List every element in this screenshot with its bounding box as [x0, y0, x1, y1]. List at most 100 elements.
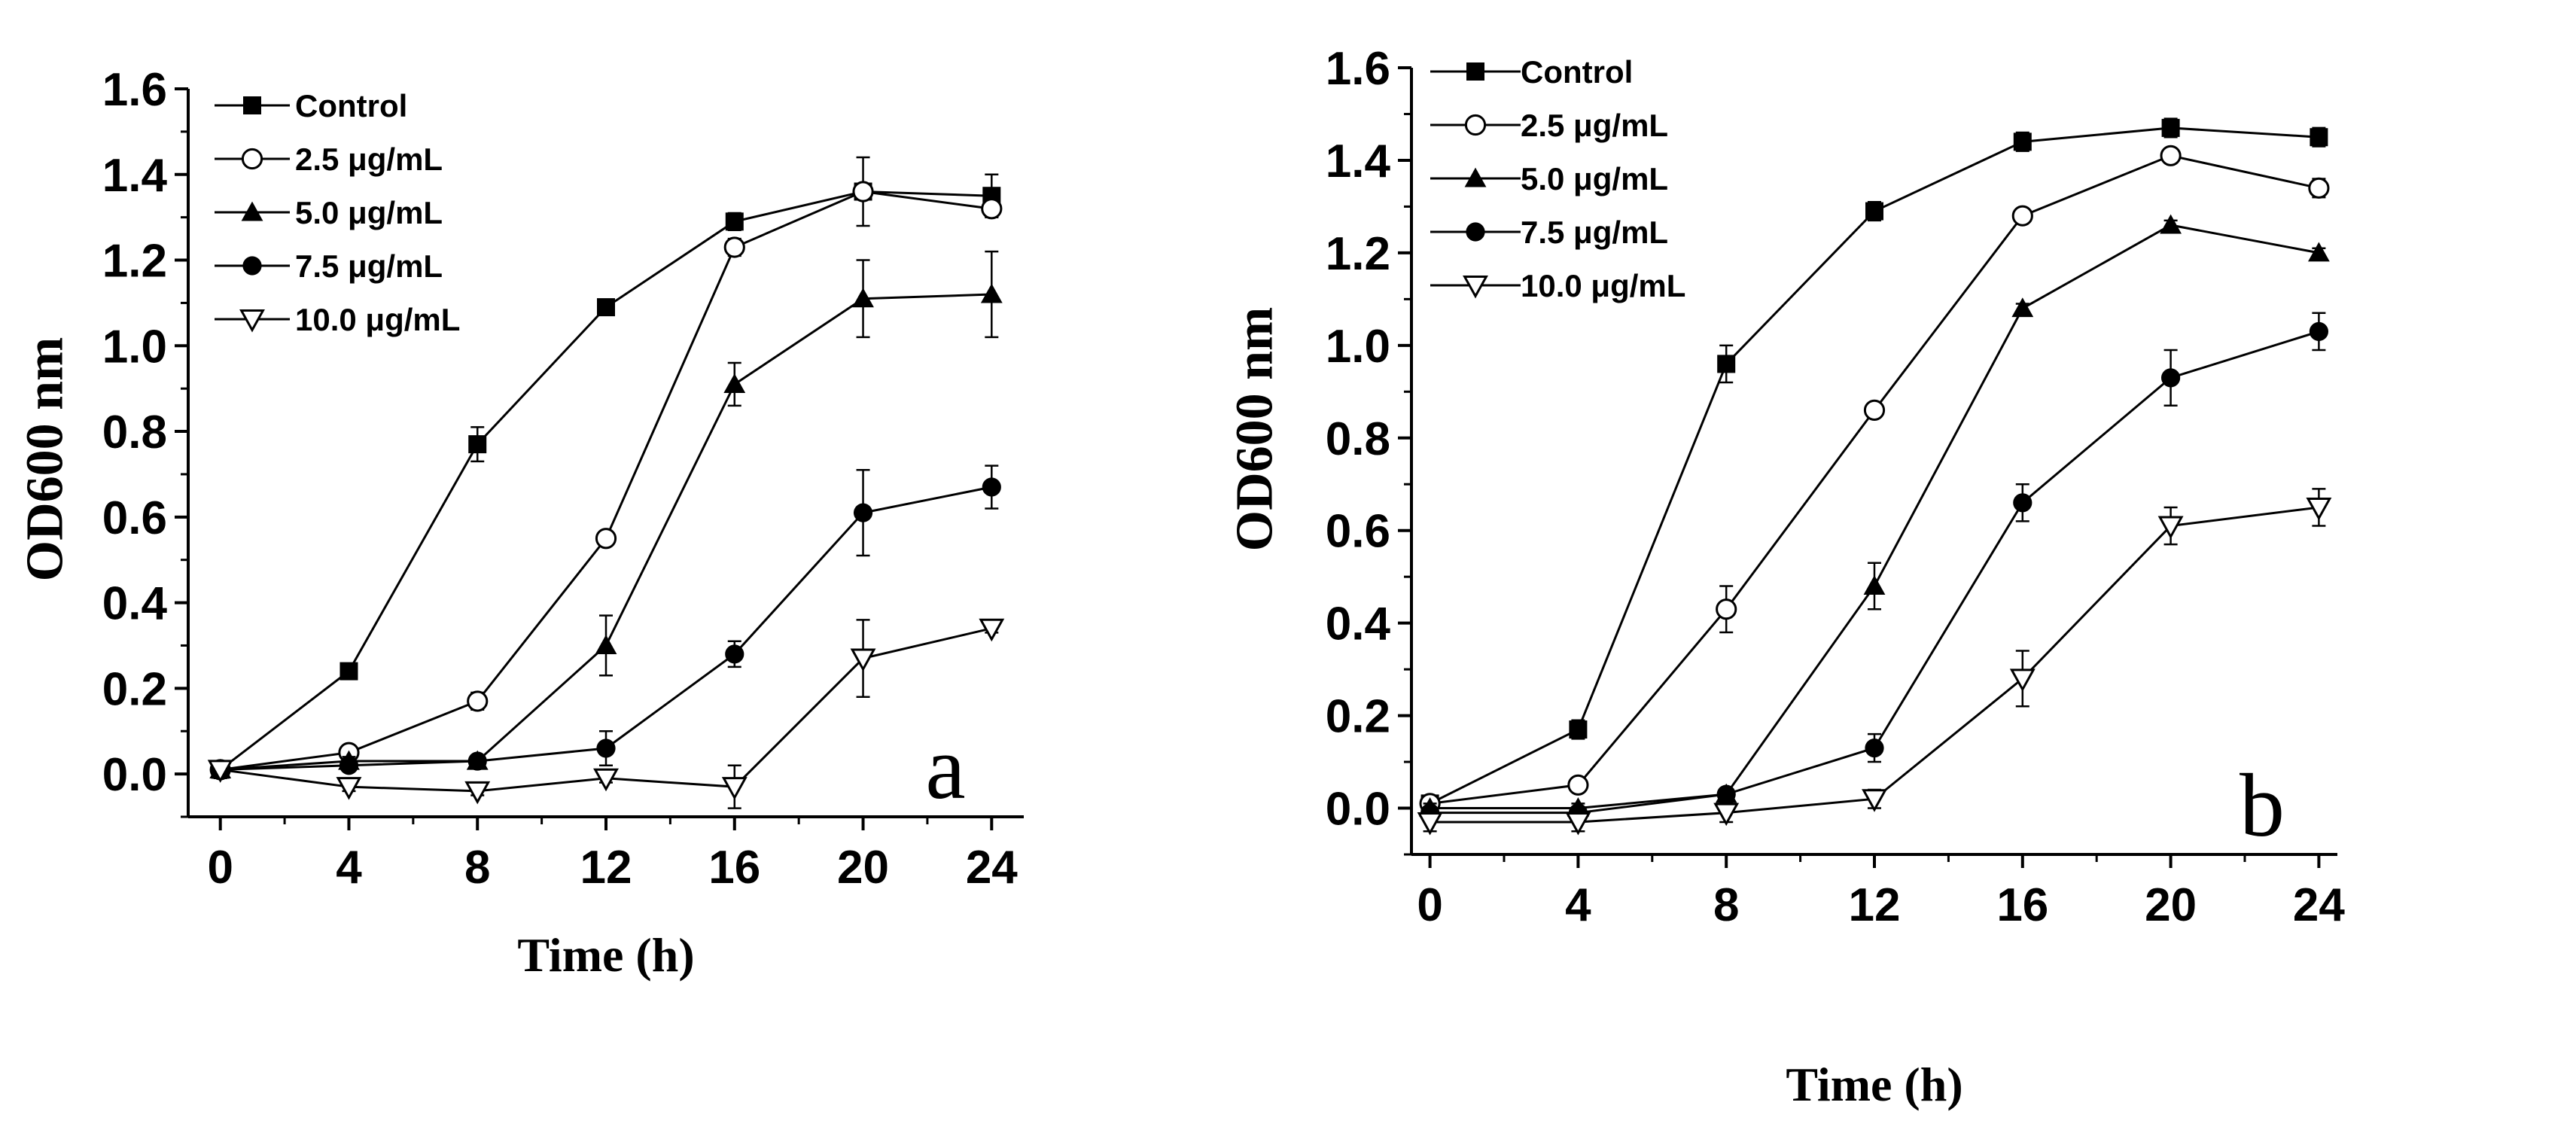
- panel-a-y-tick-label: 1.2: [102, 236, 167, 288]
- panel-b-x-axis-title: Time (h): [1786, 1058, 1962, 1111]
- panel-b-data-point: [2160, 145, 2182, 166]
- panel-a-y-tick-label: 1.6: [102, 64, 167, 116]
- panel-b-data-point: [2308, 177, 2330, 199]
- panel-b-x-tick-label: 16: [1996, 879, 2048, 931]
- panel-a-legend-marker: [241, 148, 263, 170]
- panel-a-data-point: [207, 760, 233, 783]
- panel-b-series-line: [1430, 154, 2319, 805]
- panel-b-data-point: [1865, 739, 1884, 758]
- panel-b-legend-marker: [1464, 167, 1487, 187]
- panel-a-legend-entry: 7.5 μg/mL: [215, 248, 443, 284]
- panel-b-data-point: [2013, 132, 2032, 151]
- panel-b-legend-marker: [1466, 62, 1484, 81]
- panel-b-series-line: [1430, 506, 2319, 824]
- panel-b-y-axis-title: OD600 nm: [1226, 307, 1284, 552]
- panel-b-legend-marker: [1464, 114, 1487, 136]
- panel-b-legend-label: 5.0 μg/mL: [1521, 161, 1668, 196]
- panel-b-data-point: [1565, 812, 1591, 836]
- panel-b-x-tick-label: 8: [1713, 879, 1739, 931]
- panel-b-data-point: [2157, 516, 2184, 540]
- panel-a-y-tick-label: 0.6: [102, 492, 167, 544]
- panel-b-data-point: [2013, 493, 2032, 513]
- panel-a-legend-entry: 2.5 μg/mL: [215, 142, 443, 177]
- panel-b-data-point: [1862, 789, 1887, 812]
- panel-a-x-tick-label: 24: [966, 842, 1018, 894]
- panel-a-legend-label: 10.0 μg/mL: [295, 302, 460, 337]
- panel-b-legend-entry: 5.0 μg/mL: [1430, 161, 1668, 196]
- panel-a-legend-marker: [241, 201, 263, 221]
- panel-a-data-point: [468, 435, 487, 454]
- panel-a-data-point: [852, 288, 874, 308]
- panel-a-data-point: [725, 644, 744, 664]
- panel-a-data-point: [982, 477, 1001, 497]
- panel-b-legend-entry: 10.0 μg/mL: [1430, 268, 1685, 303]
- panel-a-x-tick-label: 8: [464, 842, 490, 894]
- panel-b-data-point: [2308, 242, 2330, 262]
- panel-b-legend-label: 10.0 μg/mL: [1521, 268, 1685, 303]
- panel-b-legend-label: 2.5 μg/mL: [1521, 108, 1668, 143]
- panel-b-series-5: [1417, 488, 2332, 836]
- panel-b-data-point: [2310, 128, 2328, 147]
- panel-a-series-5: [207, 618, 1005, 809]
- panel-a-data-point: [597, 298, 615, 317]
- panel-b-data-point: [2309, 321, 2328, 341]
- panel-b-y-tick-label: 0.4: [1326, 598, 1391, 650]
- panel-b-y-tick-label: 1.6: [1326, 43, 1390, 95]
- panel-b-y-tick-label: 1.4: [1326, 136, 1391, 187]
- panel-a-x-tick-label: 12: [580, 842, 632, 894]
- panel-a-data-point: [723, 373, 746, 394]
- panel-a-data-point: [336, 777, 362, 800]
- panel-a-legend-marker: [239, 309, 265, 333]
- panel-a-data-point: [595, 635, 617, 654]
- panel-b-data-point: [2009, 668, 2036, 692]
- panel-b-data-point: [1865, 202, 1883, 221]
- panel-b-legend-marker: [1466, 222, 1485, 242]
- panel-a-y-tick-label: 0.2: [102, 663, 167, 715]
- panel-b-series-line: [1430, 224, 2319, 810]
- panel-b-data-point: [1569, 720, 1588, 739]
- panel-a-panel-label: a: [925, 717, 965, 818]
- panel-a-x-tick-label: 20: [837, 842, 889, 894]
- panel-b-data-point: [2011, 297, 2034, 318]
- panel-a-y-tick-label: 0.4: [102, 578, 168, 630]
- panel-a-legend-label: 2.5 μg/mL: [295, 142, 443, 177]
- panel-b-legend-entry: 7.5 μg/mL: [1430, 215, 1668, 250]
- panel-a-x-axis-title: Time (h): [517, 928, 694, 982]
- panel-a-legend-marker: [242, 256, 262, 276]
- panel-b-data-point: [1567, 774, 1589, 796]
- panel-a-data-point: [981, 198, 1003, 220]
- panel-b-data-point: [1863, 575, 1886, 595]
- panel-b-x-tick-label: 4: [1565, 879, 1591, 931]
- panel-a-y-tick-label: 1.0: [102, 321, 167, 373]
- panel-a-data-point: [467, 690, 489, 712]
- panel-a-legend-entry: Control: [215, 88, 407, 123]
- panel-b-data-point: [1716, 784, 1736, 804]
- panel-b-legend-entry: 2.5 μg/mL: [1430, 108, 1668, 143]
- panel-b-data-point: [1716, 598, 1737, 620]
- panel-b-x-tick-label: 20: [2145, 879, 2197, 931]
- panel-b-y-tick-label: 0.6: [1326, 506, 1390, 558]
- panel-b-panel-label: b: [2240, 755, 2285, 855]
- panel-a-y-tick-label: 0.0: [102, 749, 167, 801]
- panel-a-data-point: [340, 662, 358, 681]
- panel-b-x-tick-label: 0: [1417, 879, 1442, 931]
- panel-b-data-point: [2160, 214, 2182, 234]
- panel-b-y-tick-label: 1.2: [1326, 228, 1390, 280]
- panel-a-legend-entry: 5.0 μg/mL: [215, 195, 443, 230]
- panel-b-y-tick-label: 0.8: [1326, 413, 1390, 465]
- chart-panel-a: 0.0 0.2 0.4 0.6 0.8 1.0 1.2 1.4 1.6 0 4 8 12 16 20 24 Ti…: [17, 64, 1024, 982]
- panel-a-data-point: [593, 768, 619, 792]
- panel-b-legend-label: Control: [1521, 54, 1633, 90]
- panel-b-data-point: [2011, 205, 2033, 227]
- panel-a-data-point: [850, 648, 876, 672]
- panel-a-legend-marker: [243, 96, 261, 114]
- panel-b-y-tick-label: 1.0: [1326, 321, 1390, 373]
- panel-b-x-tick-label: 12: [1849, 879, 1901, 931]
- panel-b-legend-marker: [1463, 275, 1488, 299]
- panel-a-data-point: [595, 528, 617, 550]
- panel-b-data-point: [2161, 118, 2180, 137]
- panel-a-data-point: [721, 777, 748, 800]
- panel-b-data-point: [1417, 812, 1443, 836]
- panel-a-legend-entry: 10.0 μg/mL: [215, 302, 460, 337]
